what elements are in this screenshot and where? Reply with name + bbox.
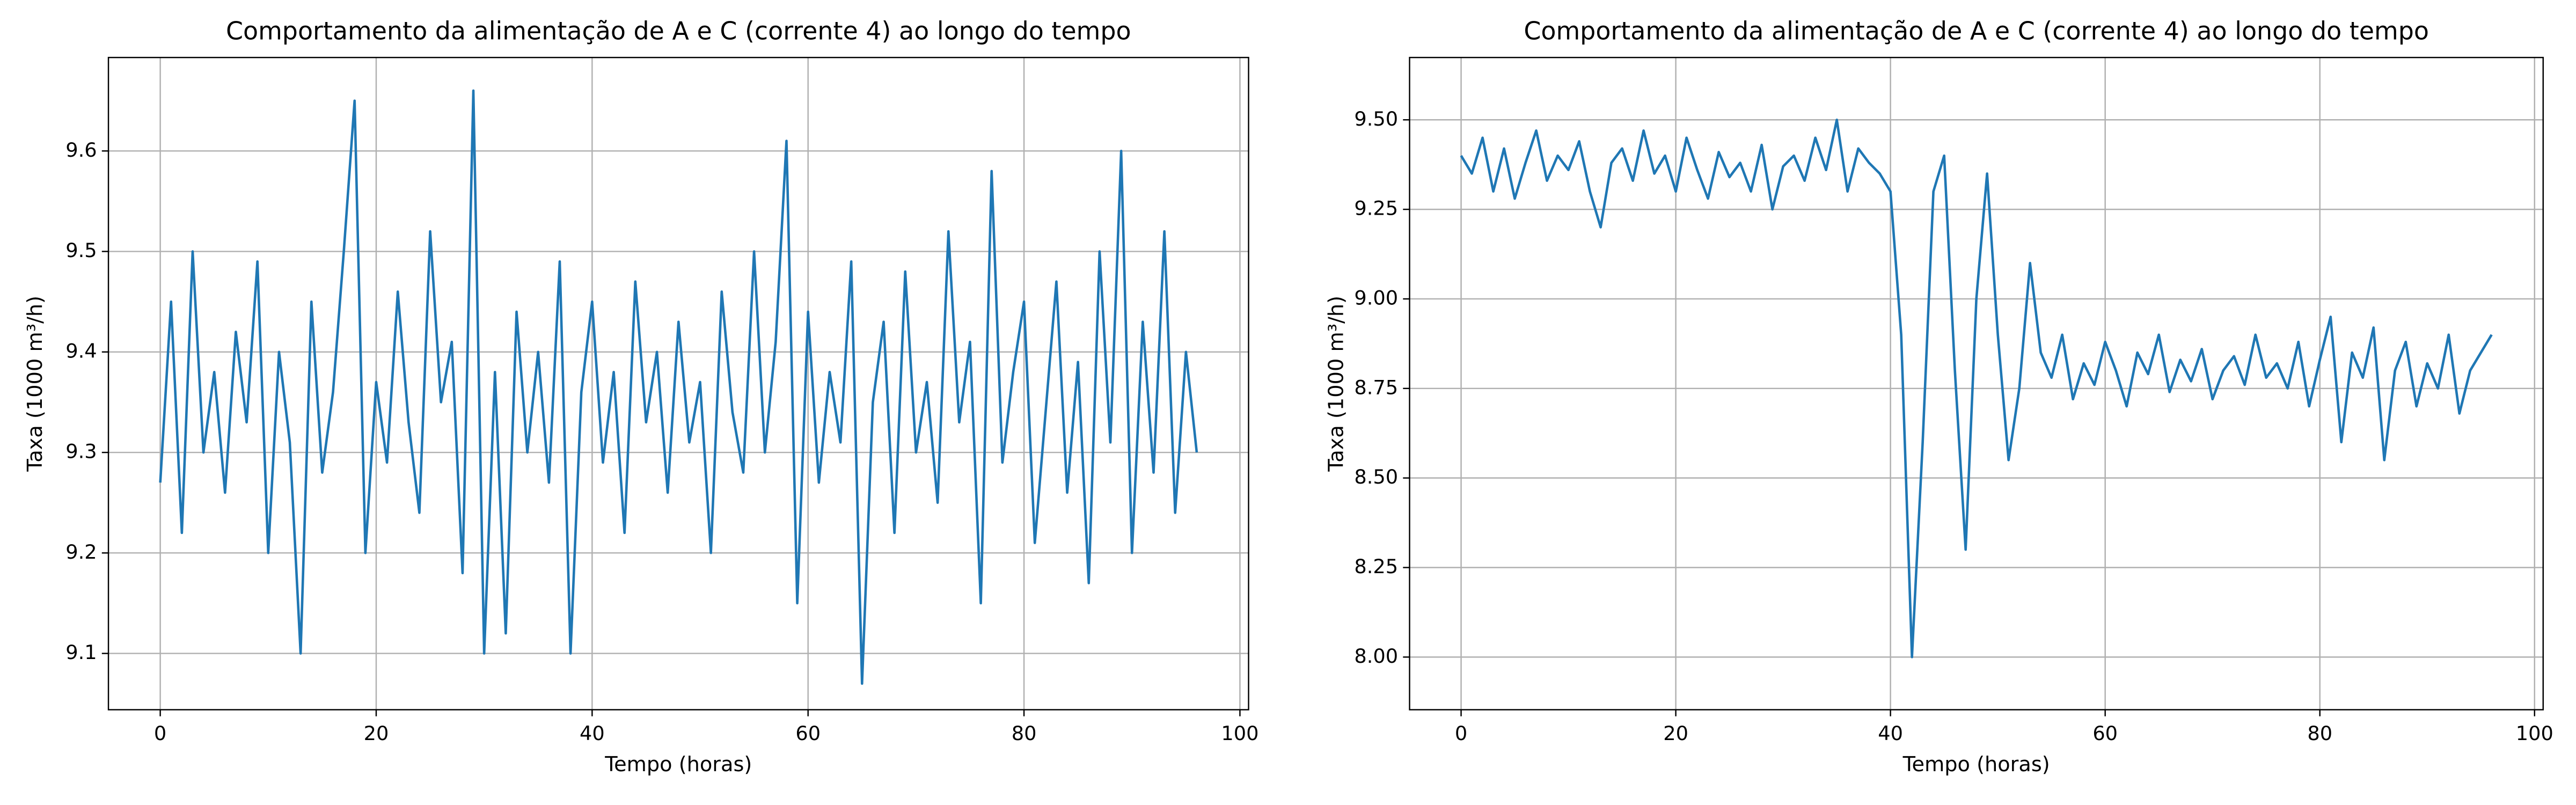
x-tick-label: 0 (1455, 722, 1467, 745)
y-tick-label: 9.4 (65, 339, 97, 362)
data-line (159, 89, 1198, 685)
x-tick-label: 80 (2307, 722, 2332, 745)
y-tick-label: 9.6 (65, 138, 97, 162)
x-tick-label: 40 (580, 722, 605, 745)
x-tick-label: 20 (364, 722, 389, 745)
axes-frame (1409, 56, 2544, 711)
x-axis-label: Tempo (horas) (604, 752, 752, 777)
x-tick-label: 60 (795, 722, 821, 745)
chart-title: Comportamento da alimentação de A e C (c… (1524, 17, 2429, 46)
x-axis-label: Tempo (horas) (1902, 752, 2050, 777)
x-tick-label: 40 (1878, 722, 1903, 745)
x-tick-label: 100 (2516, 722, 2553, 745)
y-tick-label: 8.75 (1354, 376, 1398, 399)
x-tick-label: 100 (1221, 722, 1258, 745)
x-tick-label: 60 (2092, 722, 2118, 745)
y-axis-label: Taxa (1000 m³/h) (23, 296, 47, 472)
x-tick-label: 0 (154, 722, 166, 745)
chart-title: Comportamento da alimentação de A e C (c… (226, 17, 1131, 46)
data-line (1460, 118, 2493, 658)
y-tick-label: 9.5 (65, 239, 97, 262)
y-tick-label: 8.25 (1354, 555, 1398, 578)
y-tick-label: 9.1 (65, 641, 97, 664)
x-tick-label: 80 (1012, 722, 1037, 745)
y-axis-label: Taxa (1000 m³/h) (1324, 296, 1348, 472)
axes-frame (107, 56, 1249, 711)
y-tick-label: 8.00 (1354, 645, 1398, 668)
y-tick-label: 9.50 (1354, 107, 1398, 130)
y-tick-label: 9.25 (1354, 197, 1398, 220)
y-tick-label: 9.3 (65, 440, 97, 463)
x-tick-label: 20 (1663, 722, 1688, 745)
y-tick-label: 9.00 (1354, 286, 1398, 309)
y-tick-label: 8.50 (1354, 465, 1398, 488)
y-tick-label: 9.2 (65, 540, 97, 564)
